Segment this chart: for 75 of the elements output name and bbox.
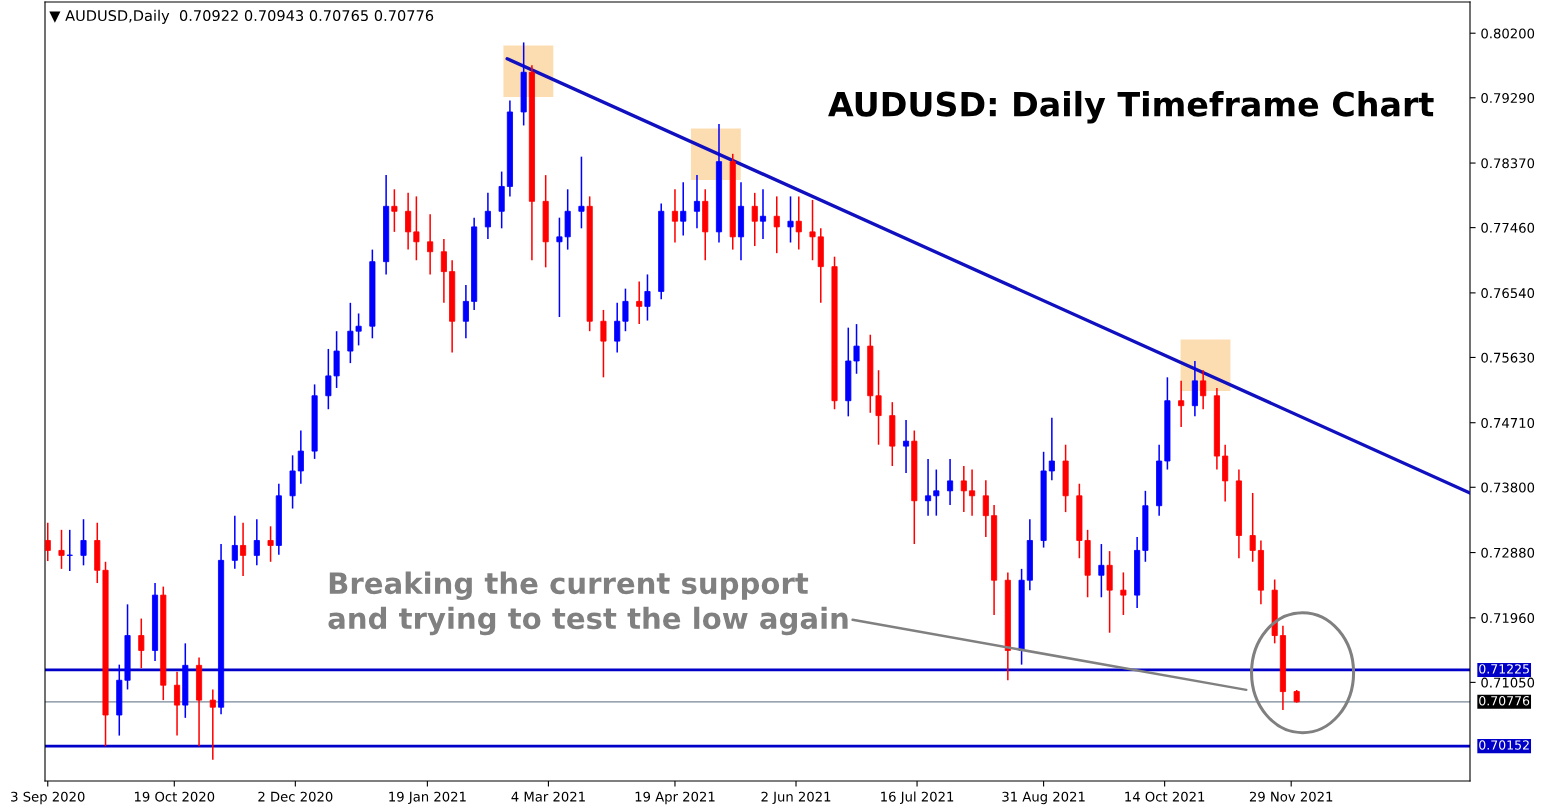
y-tick-label: 0.77460: [1481, 222, 1535, 233]
candlestick: [795, 195, 802, 251]
candlestick: [969, 468, 976, 517]
y-tick-label: 0.74710: [1481, 417, 1535, 428]
y-tick-label: 0.79290: [1481, 93, 1535, 103]
candlestick: [462, 284, 469, 340]
candlestick: [253, 518, 260, 567]
x-tick-label: 3 Sep 2020: [11, 791, 85, 805]
candlestick: [1249, 492, 1256, 563]
text: ▼ AUDUSD,Daily 0.70922 0.70943 0.70765 0.70776: [49, 9, 434, 24]
x-tick-label: 19 Oct 2020: [134, 791, 215, 802]
x-tick-label: 29 Nov 2021: [1249, 791, 1333, 802]
candlestick: [427, 213, 434, 276]
candlestick: [66, 529, 73, 572]
candlestick: [787, 195, 794, 244]
x-tick-label: 4 Mar 2021: [511, 791, 585, 802]
text: AUDUSD: Daily Timeframe Chart: [828, 90, 1434, 124]
annotation: Breaking the current support and trying to test the low again: [328, 571, 848, 636]
candlestick: [671, 188, 678, 244]
x-tick-label: 16 Jul 2021: [881, 791, 954, 805]
candlestick: [925, 458, 932, 517]
x-tick-label: 19 Apr 2021: [635, 791, 715, 805]
x-tick-label: 2 Dec 2020: [258, 791, 333, 802]
candlestick: [773, 195, 780, 254]
candlestick: [440, 238, 447, 304]
candlestick: [636, 280, 643, 325]
candlestick: [960, 465, 967, 513]
candlestick: [903, 419, 910, 474]
candlestick: [209, 688, 216, 761]
y-tick-label: 0.75630: [1481, 352, 1535, 363]
candlestick: [1048, 416, 1055, 481]
candlestick: [1120, 571, 1127, 616]
candlestick: [484, 192, 491, 240]
x-tick-label: 2 Jun 2021: [761, 791, 831, 805]
x-tick-label: 31 Aug 2021: [1002, 791, 1085, 805]
x-tick-label: 14 Oct 2021: [1125, 791, 1205, 802]
x-tick-label: 19 Jan 2021: [389, 791, 466, 805]
candlestick: [614, 302, 621, 354]
candlestick: [391, 188, 398, 233]
candlestick: [1098, 543, 1105, 599]
y-tick-label: 0.76540: [1481, 288, 1535, 299]
y-tick-label: 0.80200: [1481, 28, 1535, 39]
candlestick: [809, 199, 816, 262]
candlestick: [1178, 380, 1185, 428]
candlestick: [644, 273, 651, 322]
y-tick-label: 0.73800: [1481, 482, 1535, 493]
candlestick: [759, 188, 767, 240]
y-tick-label: 0.72880: [1481, 547, 1535, 558]
candlestick: [578, 155, 585, 230]
candlestick: [982, 479, 989, 538]
candlestick: [947, 458, 954, 506]
candlestick: [138, 617, 145, 669]
candlestick: [58, 529, 65, 570]
candlestick: [240, 521, 247, 577]
candlestick: [600, 309, 607, 379]
candlestick: [680, 181, 687, 237]
candlestick: [751, 192, 758, 247]
y-tick-label: 0.71050: [1481, 677, 1535, 688]
y-tick-label: 0.78370: [1481, 158, 1535, 169]
candlestick: [693, 174, 701, 230]
ref-line-label: 0.71225: [1479, 664, 1529, 674]
candlestick: [231, 514, 238, 570]
candlestick: [1200, 369, 1207, 411]
candlestick: [80, 518, 87, 567]
candlestick: [174, 670, 181, 737]
candlestick: [405, 192, 412, 251]
candlestick: [267, 525, 274, 563]
candlestick: [45, 521, 51, 562]
candlestick: [622, 287, 629, 332]
candlestick: [413, 195, 420, 262]
candlestick: [297, 429, 304, 485]
y-tick-label: 0.71960: [1481, 613, 1535, 624]
ref-line-label: 0.70776: [1479, 695, 1530, 706]
candlestick: [933, 468, 940, 517]
ref-line-label: 0.70152: [1479, 740, 1529, 750]
